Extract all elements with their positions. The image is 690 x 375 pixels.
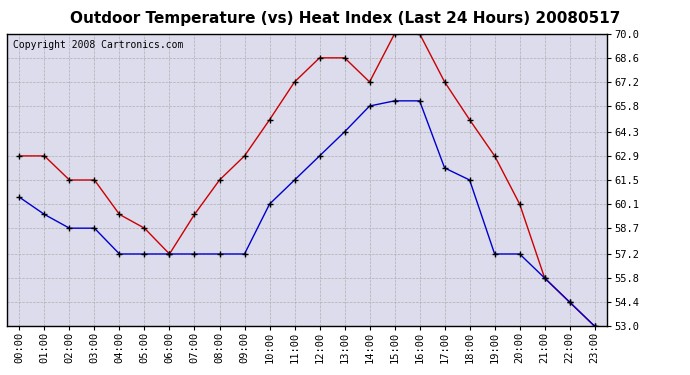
Text: Copyright 2008 Cartronics.com: Copyright 2008 Cartronics.com <box>13 40 184 50</box>
Text: Outdoor Temperature (vs) Heat Index (Last 24 Hours) 20080517: Outdoor Temperature (vs) Heat Index (Las… <box>70 11 620 26</box>
